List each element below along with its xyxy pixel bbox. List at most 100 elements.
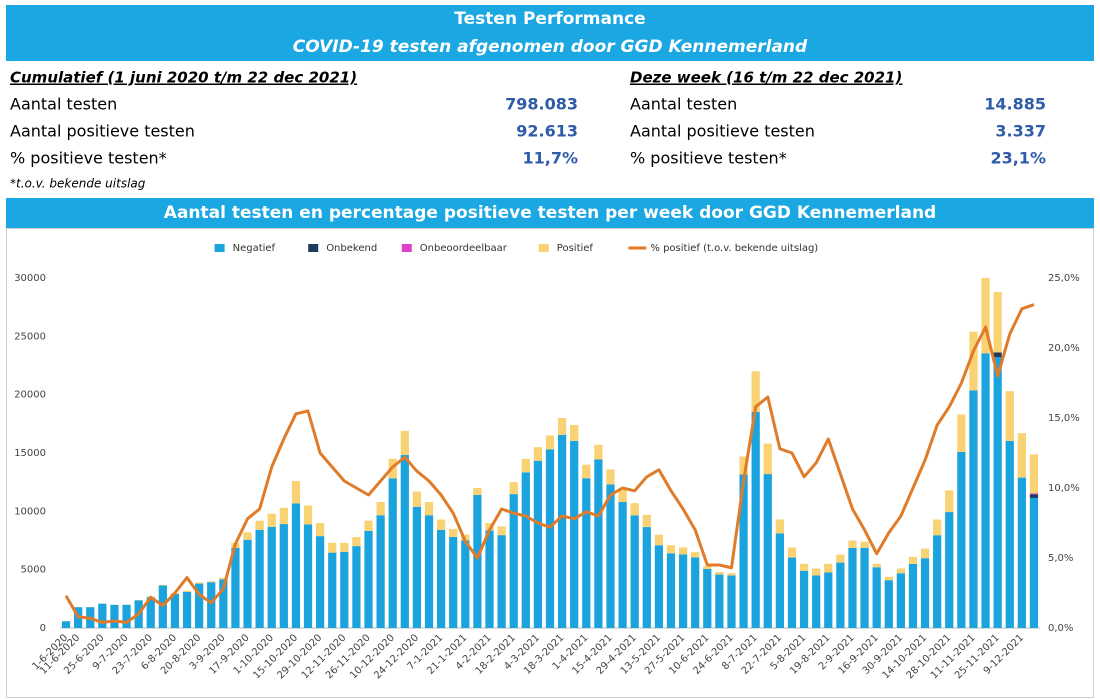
footnote: *t.o.v. bekende uitslag — [10, 177, 146, 191]
legend-label: Onbekend — [326, 243, 377, 254]
bar-segment — [243, 532, 252, 540]
bar-segment — [400, 454, 409, 628]
bar-segment — [606, 484, 615, 628]
header-title: Testen Performance — [454, 9, 645, 29]
bar-segment — [957, 414, 966, 452]
bar-segment — [933, 535, 942, 628]
y-tick-label: 10000 — [14, 506, 46, 517]
bar-segment — [316, 536, 325, 628]
bar-segment — [691, 552, 700, 558]
bar-segment — [473, 495, 482, 628]
bar-segment — [969, 331, 978, 391]
bar-segment — [993, 352, 1002, 358]
y-tick-label: 25000 — [14, 331, 46, 342]
bar-segment — [642, 527, 651, 628]
bar-segment — [666, 545, 676, 554]
bar-segment — [291, 481, 301, 504]
bar-segment — [436, 529, 446, 628]
bar-segment — [993, 292, 1002, 353]
bar-segment — [920, 548, 930, 559]
bar-segment — [424, 502, 434, 516]
bar-segment — [255, 529, 264, 628]
bar-segment — [872, 563, 881, 568]
bar-segment — [727, 573, 736, 576]
summary-label: Aantal positieve testen — [630, 122, 815, 141]
bar-segment — [509, 482, 518, 495]
y-tick-label: 0 — [40, 623, 46, 634]
bar-segment — [182, 590, 192, 593]
y-tick-label: 20000 — [14, 390, 46, 401]
summary-label: Aantal positieve testen — [10, 122, 195, 141]
bar-segment — [836, 554, 845, 563]
bar-segment — [908, 563, 918, 628]
summary-label: Aantal testen — [10, 95, 117, 114]
legend-label: % positief (t.o.v. bekende uitslag) — [650, 243, 818, 254]
summary-value: 11,7% — [522, 149, 578, 168]
bar-segment — [896, 573, 905, 628]
bar-segment — [110, 604, 119, 628]
bar-segment — [412, 506, 422, 628]
summary-heading: Cumulatief (1 juni 2020 t/m 22 dec 2021) — [10, 69, 357, 87]
bar-segment — [1029, 497, 1039, 628]
bar-segment — [195, 582, 204, 584]
bar-segment — [908, 556, 918, 564]
bar-segment — [1029, 454, 1039, 494]
bar-segment — [255, 520, 264, 530]
bar-segment — [957, 451, 966, 628]
bar-segment — [896, 568, 905, 574]
bar-segment — [630, 515, 639, 628]
bar-segment — [497, 526, 506, 536]
bar-segment — [400, 430, 409, 455]
bar-segment — [594, 459, 603, 628]
bar-segment — [848, 540, 857, 548]
chart-title: Aantal testen en percentage positieve te… — [164, 203, 936, 223]
y2-tick-label: 5,0% — [1048, 553, 1073, 564]
bar-segment — [703, 568, 712, 628]
bar-segment — [376, 502, 385, 516]
bar-segment — [606, 469, 615, 485]
bar-segment — [291, 503, 301, 628]
bar-segment — [497, 535, 506, 628]
bar-segment — [775, 533, 784, 628]
bar-segment — [449, 528, 458, 537]
summary-value: 23,1% — [990, 149, 1046, 168]
legend-swatch — [538, 244, 549, 252]
bar-segment — [352, 546, 361, 628]
bar-segment — [557, 418, 567, 435]
bar-segment — [787, 557, 797, 628]
bar-segment — [884, 576, 893, 581]
bar-segment — [303, 505, 313, 525]
summary-value: 92.613 — [516, 122, 578, 141]
bar-segment — [860, 547, 869, 628]
bar-segment — [533, 460, 543, 628]
bar-segment — [945, 490, 954, 513]
bar-segment — [654, 534, 664, 546]
bar-segment — [364, 530, 373, 628]
chart-band — [6, 198, 1094, 228]
bar-segment — [594, 444, 603, 460]
bar-segment — [666, 553, 676, 628]
bar-segment — [533, 447, 543, 461]
bar-segment — [461, 540, 470, 628]
bar-segment — [630, 503, 639, 516]
legend-swatch — [214, 244, 225, 252]
bar-segment — [267, 513, 276, 527]
bar-segment — [981, 353, 990, 628]
bar-segment — [872, 567, 881, 628]
legend-label: Negatief — [233, 243, 276, 254]
y2-tick-label: 10,0% — [1048, 483, 1080, 494]
bar-segment — [812, 568, 821, 576]
bar-segment — [231, 547, 240, 628]
bar-segment — [812, 575, 821, 628]
bar-segment — [860, 541, 869, 548]
legend-swatch — [308, 244, 319, 252]
bar-segment — [436, 519, 446, 530]
bar-segment — [739, 474, 748, 628]
bar-segment — [424, 515, 434, 628]
bar-segment — [279, 524, 288, 628]
bar-segment — [715, 572, 724, 575]
bar-segment — [703, 566, 712, 569]
bar-segment — [799, 570, 809, 628]
bar-segment — [715, 574, 724, 628]
